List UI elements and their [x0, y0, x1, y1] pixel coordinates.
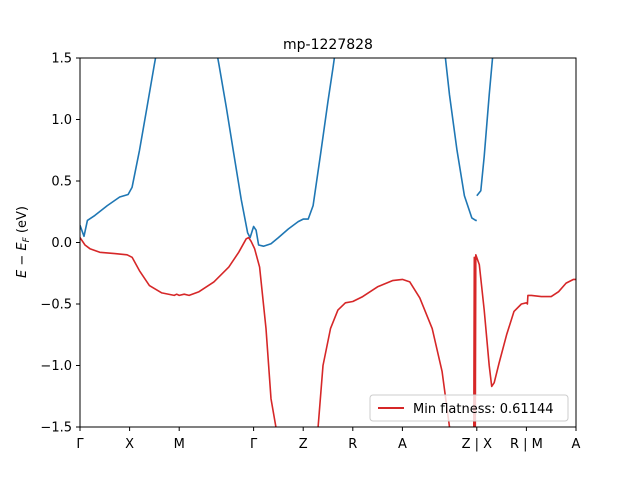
x-tick-label: Γ	[76, 437, 84, 452]
x-ticks: Γ X M Γ Z R A Z | X R | M A	[76, 427, 581, 452]
x-tick-label: Γ	[250, 437, 258, 452]
x-tick-label: X	[125, 437, 134, 452]
x-tick-label: Z	[299, 437, 308, 452]
legend: Min flatness: 0.61144	[369, 394, 569, 422]
y-tick-label: 1.0	[51, 113, 72, 128]
x-tick-label: A	[398, 437, 407, 452]
x-tick-label: R	[348, 437, 357, 452]
band-line-0-1	[216, 58, 336, 247]
band-line-0-2	[444, 58, 477, 222]
y-tick-label: 1.5	[51, 52, 72, 67]
band-line-1-3	[474, 254, 576, 427]
band-line-0-3	[476, 58, 494, 197]
band-line-1-1	[317, 278, 451, 427]
band-line-0-0	[80, 58, 157, 238]
band-line-1-2	[472, 256, 476, 427]
series-layer	[80, 58, 576, 427]
plot-frame	[79, 57, 577, 428]
x-tick-label: Z | X	[462, 437, 493, 452]
x-tick-label: M	[174, 437, 185, 452]
y-tick-label: 0.0	[51, 236, 72, 251]
legend-box	[369, 394, 569, 422]
legend-label: Min flatness: 0.61144	[413, 402, 554, 417]
high-symmetry-lines	[130, 58, 527, 427]
y-axis-label: E − EF (eV)	[15, 206, 32, 278]
y-tick-label: −0.5	[40, 298, 72, 313]
x-tick-label: R | M	[510, 437, 543, 452]
x-tick-label: A	[572, 437, 581, 452]
y-tick-label: −1.5	[40, 421, 72, 436]
band-line-1-0	[80, 236, 277, 427]
chart-title: mp-1227828	[283, 37, 373, 53]
y-tick-label: 0.5	[51, 175, 72, 190]
y-ticks: −1.5 −1.0 −0.5 0.0 0.5 1.0 1.5	[40, 52, 80, 436]
y-tick-label: −1.0	[40, 359, 72, 374]
